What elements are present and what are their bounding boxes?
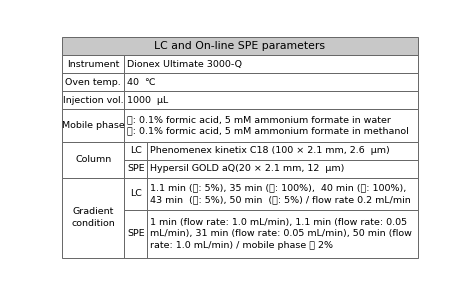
Text: Mobile phase: Mobile phase xyxy=(62,121,124,130)
Text: 40  ℃: 40 ℃ xyxy=(126,78,155,87)
Bar xyxy=(124,91,417,109)
Text: 1.1 min (Ⓑ: 5%), 35 min (Ⓑ: 100%),  40 min (Ⓑ: 100%),
43 min  (Ⓑ: 5%), 50 min  (: 1.1 min (Ⓑ: 5%), 35 min (Ⓑ: 100%), 40 mi… xyxy=(150,184,410,204)
Bar xyxy=(62,37,417,55)
Bar xyxy=(62,109,124,142)
Bar xyxy=(124,142,147,160)
Bar xyxy=(62,55,124,73)
Bar xyxy=(124,109,417,142)
Text: 1 min (flow rate: 1.0 mL/min), 1.1 min (flow rate: 0.05
mL/min), 31 min (flow ra: 1 min (flow rate: 1.0 mL/min), 1.1 min (… xyxy=(150,218,411,250)
Bar xyxy=(62,178,124,258)
Text: SPE: SPE xyxy=(127,230,145,239)
Text: Dionex Ultimate 3000-Q: Dionex Ultimate 3000-Q xyxy=(126,60,241,69)
Bar xyxy=(124,210,147,258)
Bar xyxy=(124,55,417,73)
Text: SPE: SPE xyxy=(127,164,145,173)
Bar xyxy=(62,142,124,178)
Text: Instrument: Instrument xyxy=(67,60,119,69)
Text: 1000  μL: 1000 μL xyxy=(126,95,168,105)
Bar xyxy=(124,73,417,91)
Text: Hypersil GOLD aQ(20 × 2.1 mm, 12  μm): Hypersil GOLD aQ(20 × 2.1 mm, 12 μm) xyxy=(150,164,344,173)
Text: LC and On-line SPE parameters: LC and On-line SPE parameters xyxy=(154,41,325,51)
Text: Gradient
condition: Gradient condition xyxy=(71,207,115,228)
Text: Injection vol.: Injection vol. xyxy=(63,95,124,105)
Text: Ⓐ: 0.1% formic acid, 5 mM ammonium formate in water
Ⓑ: 0.1% formic acid, 5 mM am: Ⓐ: 0.1% formic acid, 5 mM ammonium forma… xyxy=(126,115,408,135)
Text: Phenomenex kinetix C18 (100 × 2.1 mm, 2.6  μm): Phenomenex kinetix C18 (100 × 2.1 mm, 2.… xyxy=(150,146,389,155)
Text: Column: Column xyxy=(75,155,111,164)
Text: LC: LC xyxy=(130,190,142,199)
Bar xyxy=(62,73,124,91)
Bar xyxy=(147,210,417,258)
Bar xyxy=(147,178,417,210)
Bar xyxy=(124,160,147,178)
Text: LC: LC xyxy=(130,146,142,155)
Bar xyxy=(124,178,147,210)
Text: Oven temp.: Oven temp. xyxy=(66,78,121,87)
Bar xyxy=(147,160,417,178)
Bar xyxy=(147,142,417,160)
Bar xyxy=(62,91,124,109)
